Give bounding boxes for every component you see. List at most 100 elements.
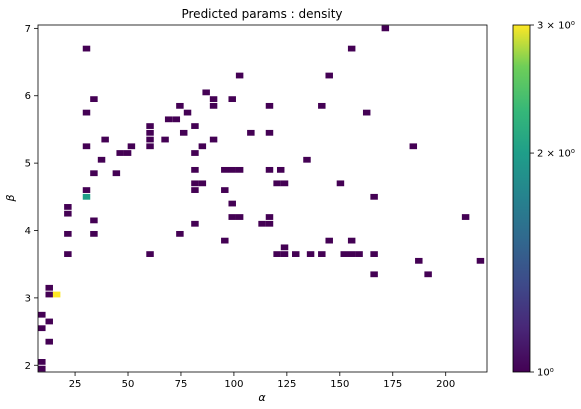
heatmap-cell [306, 251, 315, 257]
heatmap-cell [276, 166, 285, 173]
heatmap-cell [45, 284, 53, 291]
heatmap-cell [176, 230, 184, 237]
heatmap-cell [247, 129, 255, 136]
heatmap-cell [280, 244, 289, 251]
heatmap-cell [146, 129, 154, 136]
heatmap-cell [38, 311, 46, 318]
heatmap-cell [38, 359, 46, 365]
heatmap-cell [82, 45, 91, 52]
heatmap-cell [347, 251, 356, 257]
y-tick-label: 3 [25, 293, 31, 304]
x-tick-label: 25 [69, 379, 82, 390]
heatmap-cell [191, 166, 199, 173]
heatmap-cell [202, 89, 210, 96]
heatmap-cell [280, 251, 289, 257]
heatmap-cell [191, 180, 199, 187]
heatmap-cell [265, 102, 274, 109]
heatmap-cell [228, 166, 236, 173]
heatmap-cell [340, 251, 348, 257]
heatmap-cell [64, 210, 72, 217]
x-axis-label: α [258, 391, 266, 404]
heatmap-cell [228, 200, 236, 207]
heatmap-cell [381, 25, 390, 32]
colorbar-ticks: 10⁰ 2 × 10⁰ 3 × 10⁰ [530, 21, 575, 379]
heatmap-cell [191, 187, 199, 193]
y-tick-label: 7 [25, 24, 31, 35]
x-tick-label: 150 [330, 379, 349, 390]
heatmap-cell [38, 365, 46, 372]
heatmap-cell [370, 251, 378, 257]
heatmap-cell [318, 251, 326, 257]
heatmap-cell [209, 136, 218, 143]
heatmap-cell [172, 116, 181, 123]
heatmap-cell [90, 230, 98, 237]
heatmap-cell [191, 123, 199, 129]
heatmap-cell [209, 102, 218, 109]
heatmap-cell [221, 166, 229, 173]
x-tick-label: 50 [122, 379, 135, 390]
heatmap-cell [116, 150, 124, 156]
heatmap-cell [370, 193, 378, 200]
heatmap-cell [362, 109, 371, 116]
heatmap-cell [97, 156, 106, 163]
heatmap-cell [325, 237, 333, 244]
heatmap-cell [90, 170, 98, 177]
heatmap-cell [347, 237, 356, 244]
heatmap-cell [146, 123, 154, 129]
heatmap-cell [38, 325, 46, 332]
heatmap-cell [265, 129, 274, 136]
heatmap-cell [90, 96, 98, 103]
heatmap-cell [45, 318, 53, 325]
heatmap-cell [461, 214, 470, 220]
colorbar-tick-label: 3 × 10⁰ [537, 21, 575, 32]
heatmap-cell [235, 214, 244, 220]
chart-title: Predicted params : density [181, 7, 342, 21]
heatmap-cell [235, 72, 244, 79]
plot-frame [37, 24, 488, 373]
heatmap-cell [280, 180, 289, 187]
heatmap-cell [123, 150, 132, 156]
y-tick-label: 6 [25, 91, 31, 102]
heatmap-cell [228, 96, 236, 103]
heatmap-cell [325, 72, 333, 79]
heatmap-cell [112, 170, 121, 177]
heatmap-cell [64, 204, 72, 210]
heatmap-cell [127, 143, 136, 150]
heatmap-cell [235, 166, 244, 173]
heatmap-cell [64, 230, 72, 237]
heatmap-cell [318, 102, 326, 109]
heatmap-cell [146, 143, 154, 150]
heatmap-cell [221, 187, 229, 193]
heatmap-cell [409, 143, 418, 150]
y-tick-label: 5 [25, 159, 31, 170]
x-tick-label: 200 [436, 379, 455, 390]
plot-area [38, 25, 487, 372]
heatmap-cell [258, 220, 266, 227]
heatmap-cell [191, 220, 199, 227]
heatmap-cell [101, 136, 109, 143]
heatmap-cell [164, 116, 173, 123]
heatmap-cell [355, 251, 363, 257]
x-tick-label: 125 [277, 379, 296, 390]
heatmap-cell [221, 237, 229, 244]
heatmap-cell [52, 291, 61, 298]
heatmap-cell [179, 129, 188, 136]
heatmap-cell [146, 136, 154, 143]
heatmap-cell [45, 291, 53, 298]
heatmap-cell [198, 180, 207, 187]
heatmap-cell [424, 271, 432, 278]
y-tick-label: 2 [25, 361, 31, 372]
heatmap-cell [45, 338, 53, 345]
heatmap-cell [476, 257, 485, 264]
heatmap-cell [198, 143, 207, 150]
x-tick-label: 100 [224, 379, 243, 390]
heatmap-cell [228, 214, 236, 220]
heatmap-cell [82, 193, 91, 200]
colorbar-tick-label: 2 × 10⁰ [537, 149, 575, 160]
heatmap-cell [265, 166, 274, 173]
heatmap-cell [82, 143, 91, 150]
y-axis-ticks: 2 3 4 5 6 7 [25, 24, 38, 372]
heatmap-cell [161, 136, 169, 143]
heatmap-cell [265, 214, 274, 220]
